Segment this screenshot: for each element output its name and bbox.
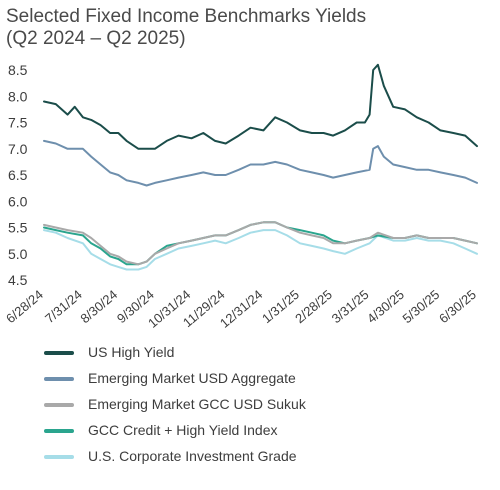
x-axis: 6/28/247/31/248/30/249/30/2410/31/2411/2…	[3, 287, 479, 331]
x-tick-label: 5/30/25	[399, 287, 442, 326]
series-line-gcc-credit-high-yield-index	[43, 221, 478, 266]
y-tick-label: 8.0	[8, 88, 28, 104]
x-tick-label: 6/28/24	[3, 287, 46, 326]
y-tick-label: 6.0	[8, 193, 28, 209]
legend-label: Emerging Market GCC USD Sukuk	[88, 396, 306, 412]
y-tick-label: 4.5	[8, 272, 28, 288]
y-tick-label: 5.0	[8, 246, 28, 262]
x-tick-label: 2/28/25	[292, 287, 335, 326]
legend-item: US High Yield	[44, 342, 464, 362]
legend-swatch	[44, 351, 74, 355]
series-lines	[43, 63, 478, 271]
legend-label: GCC Credit + High Yield Index	[88, 422, 278, 438]
x-tick-label: 8/30/24	[77, 287, 120, 326]
series-line-emerging-market-gcc-usd-sukuk	[43, 221, 478, 266]
legend-label: Emerging Market USD Aggregate	[88, 370, 296, 386]
chart-title: Selected Fixed Income Benchmarks Yields	[6, 6, 367, 27]
x-tick-label: 7/31/24	[42, 287, 85, 326]
legend-label: U.S. Corporate Investment Grade	[88, 448, 297, 464]
x-tick-label: 6/30/25	[436, 287, 479, 326]
y-tick-label: 6.5	[8, 167, 28, 183]
chart-subtitle: (Q2 2024 – Q2 2025)	[6, 28, 186, 49]
y-tick-label: 7.0	[8, 141, 28, 157]
legend-label: US High Yield	[88, 344, 175, 360]
series-line-us-high-yield	[43, 63, 478, 150]
legend-item: GCC Credit + High Yield Index	[44, 420, 464, 440]
legend-item: U.S. Corporate Investment Grade	[44, 446, 464, 466]
x-tick-label: 12/31/24	[217, 287, 265, 331]
chart-title-block: Selected Fixed Income Benchmarks Yields …	[6, 6, 426, 50]
y-tick-label: 8.5	[8, 62, 28, 78]
x-tick-label: 4/30/25	[364, 287, 407, 326]
y-axis: 4.5 5.0 5.5 6.0 6.5 7.0 7.5 8.0 8.5	[8, 62, 28, 288]
legend-swatch	[44, 455, 74, 459]
series-line-emerging-market-usd-aggregate	[43, 139, 478, 187]
legend-item: Emerging Market GCC USD Sukuk	[44, 394, 464, 414]
y-tick-label: 5.5	[8, 220, 28, 236]
legend-swatch	[44, 403, 74, 407]
y-tick-label: 7.5	[8, 115, 28, 131]
legend-item: Emerging Market USD Aggregate	[44, 368, 464, 388]
x-tick-label: 3/31/25	[329, 287, 372, 326]
legend-swatch	[44, 429, 74, 433]
series-line-u-s-corporate-investment-grade	[43, 229, 478, 271]
legend-swatch	[44, 377, 74, 381]
